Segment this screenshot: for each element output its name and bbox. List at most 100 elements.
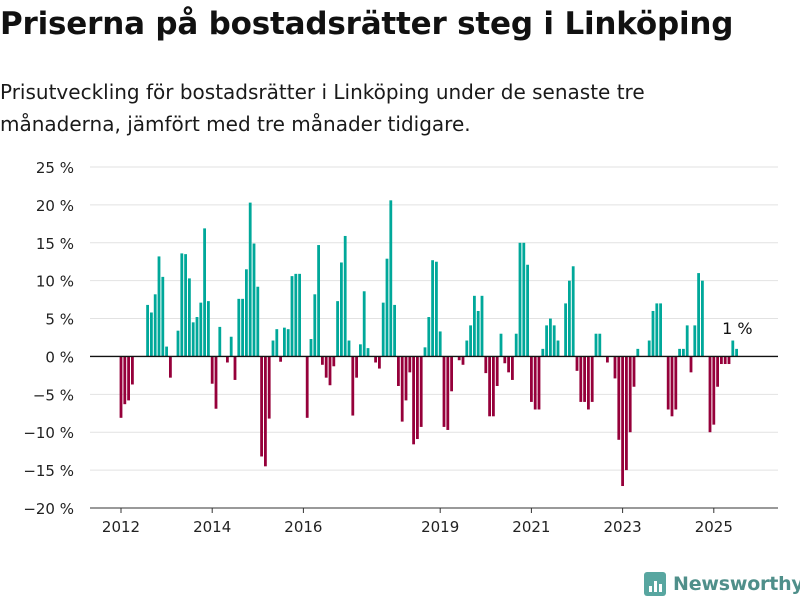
bar [381,302,385,357]
bar [549,318,552,357]
bar [568,280,571,357]
bar [419,356,423,427]
y-tick-label: 25 % [36,159,74,177]
bar [564,303,567,357]
bar [674,356,678,410]
bar [165,346,168,357]
bar [404,356,408,401]
bar [708,356,712,433]
bar [332,356,336,367]
bar [450,356,453,392]
bar [123,356,127,405]
bar [400,356,404,422]
bar [731,340,735,357]
bar [321,356,324,365]
bar [575,356,579,371]
bar [723,356,727,365]
y-tick-label: 5 % [45,311,74,329]
x-tick-label: 2016 [284,518,322,536]
bar-chart-logo-icon [644,572,666,596]
x-tick-label: 2025 [695,518,733,536]
bar [473,295,476,357]
chart-subtitle: Prisutveckling för bostadsrätter i Linkö… [0,80,645,136]
x-tick-label: 2021 [512,518,550,536]
bar [469,325,472,357]
bar [693,325,697,357]
bar [195,317,199,357]
bar [264,356,267,467]
bar [191,322,195,357]
bar [666,356,670,410]
bar [522,242,526,357]
bar [412,356,415,445]
bar [446,356,450,430]
bar [701,280,704,357]
bar [237,298,241,357]
bar [146,304,149,357]
bar [518,242,522,357]
bar [606,356,609,363]
y-tick-label: −15 % [23,462,74,480]
bar [298,273,301,357]
bar [150,312,153,357]
x-tick-label: 2019 [421,518,459,536]
bar [188,278,191,357]
bar [636,348,640,357]
bar [659,303,662,357]
bar [526,264,529,357]
bar [541,348,545,357]
bar [176,330,180,357]
bar [328,356,332,386]
bar [678,348,681,357]
bar [229,336,233,357]
bar [184,254,187,357]
bar [279,356,282,362]
bar [119,356,123,418]
bar [727,356,731,365]
bar [210,356,214,384]
bar [682,348,685,357]
bar [647,340,651,357]
bar [203,228,206,357]
bar [480,295,484,357]
brand-logo: Newsworthy [644,569,800,599]
bar [503,356,507,364]
bar [336,301,339,357]
bar [127,356,130,401]
bar [214,356,218,409]
bar [495,356,499,386]
bar [343,235,347,357]
bar [359,344,362,357]
bar [442,356,446,427]
bar [416,356,419,440]
y-tick-label: −5 % [33,386,74,404]
bar [218,326,222,357]
bar [283,327,286,357]
bar [594,333,598,357]
bar [670,356,674,417]
bar [697,273,700,357]
bar [488,356,491,417]
bar [465,340,469,357]
bar [207,301,210,357]
bar [651,310,655,357]
bar [598,333,602,357]
bar [340,262,343,357]
bar [347,340,351,357]
bar [290,276,294,357]
bar [621,356,624,487]
y-tick-label: −10 % [23,424,74,442]
last-value-label: 1 % [722,319,752,338]
bar [628,356,632,433]
bar [408,356,412,373]
y-tick-label: −20 % [23,500,74,518]
bar [309,339,313,357]
y-tick-label: 15 % [36,235,74,253]
bar [712,356,716,425]
bar [552,325,556,357]
bar [587,356,590,410]
bar [514,333,518,357]
bar-series [119,200,738,487]
bar [530,356,533,402]
bar [617,356,621,440]
